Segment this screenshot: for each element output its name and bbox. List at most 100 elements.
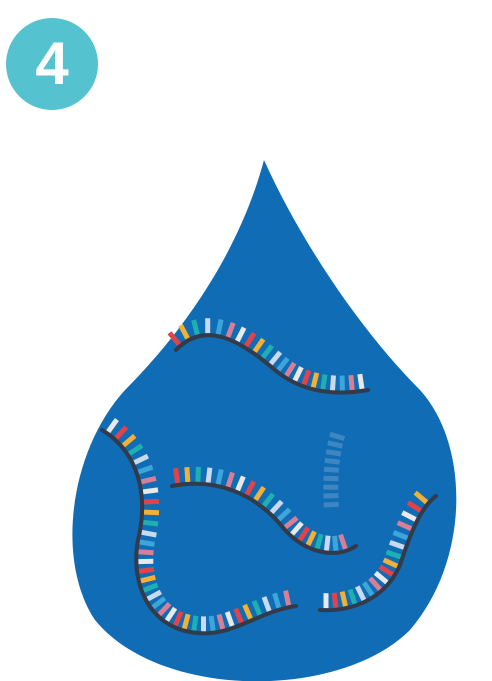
base-pair: [140, 475, 157, 485]
base-pair: [332, 535, 339, 552]
dna-strands: [100, 333, 438, 636]
base-pair: [392, 530, 409, 541]
base-pair: [215, 319, 224, 335]
base-pair: [284, 361, 297, 378]
base-pair: [215, 468, 224, 485]
base-pair: [329, 431, 346, 441]
base-pair: [320, 374, 328, 390]
base-pair: [164, 606, 178, 622]
base-pair: [143, 498, 160, 505]
base-pair: [373, 570, 389, 585]
base-pair: [205, 467, 213, 483]
base-pair: [138, 566, 155, 574]
base-pair: [224, 611, 235, 627]
base-pair: [235, 326, 247, 343]
base-pair: [251, 599, 263, 616]
base-pair: [172, 610, 184, 627]
base-pair: [323, 535, 331, 551]
dna-strand-left: [100, 428, 298, 636]
base-pair: [216, 613, 226, 630]
base-pair: [314, 533, 324, 550]
base-pair: [133, 453, 149, 465]
base-pair: [252, 337, 266, 353]
base-pair: [268, 350, 283, 366]
base-pair: [184, 466, 191, 483]
base-pair: [323, 466, 340, 473]
step-number-badge: 4: [6, 18, 98, 110]
base-pair: [272, 592, 282, 609]
base-pair: [128, 443, 144, 456]
base-pair: [138, 549, 154, 556]
step-number: 4: [35, 30, 69, 97]
base-pair: [347, 588, 358, 605]
base-pair: [173, 467, 181, 484]
base-pair: [142, 487, 159, 495]
base-pair: [253, 485, 266, 502]
base-pair: [151, 596, 167, 610]
base-pair: [146, 589, 163, 602]
base-pair: [137, 464, 154, 475]
base-pair: [276, 356, 290, 372]
base-pair: [157, 601, 172, 617]
base-pair: [195, 466, 201, 482]
base-pair: [305, 530, 317, 547]
base-pair: [339, 591, 348, 607]
base-pair: [368, 576, 382, 592]
base-pair: [324, 457, 340, 465]
base-pair: [141, 529, 157, 538]
base-pair: [142, 519, 159, 527]
base-pair: [235, 475, 246, 492]
base-pair: [301, 369, 312, 386]
base-pair: [225, 471, 235, 488]
base-pair: [331, 592, 339, 608]
base-pair: [406, 500, 422, 513]
base-pair: [385, 549, 402, 560]
base-pair: [269, 499, 284, 515]
water-drop-icon: [72, 160, 457, 681]
base-pair: [142, 582, 159, 593]
base-pair: [330, 375, 336, 391]
dna-base-pairs: [106, 318, 429, 632]
base-pair: [413, 490, 429, 505]
base-pair: [292, 366, 304, 382]
base-pair: [283, 515, 299, 530]
base-pair: [244, 331, 257, 348]
base-pair: [388, 539, 405, 550]
dna-strand-right: [318, 494, 438, 613]
base-pair: [297, 526, 311, 542]
base-pair: [167, 331, 182, 346]
base-pair: [327, 440, 343, 449]
base-pair: [323, 501, 339, 508]
base-pair: [382, 557, 399, 569]
base-pair: [143, 509, 160, 516]
base-pair: [121, 433, 137, 448]
base-pair: [338, 533, 348, 550]
base-pair: [355, 585, 367, 602]
base-pair: [361, 581, 375, 597]
base-pair: [191, 319, 200, 336]
base-pair: [277, 507, 292, 522]
base-pair: [233, 607, 244, 624]
base-pair: [191, 615, 199, 631]
dna-strand-top: [174, 333, 370, 395]
base-pair: [181, 613, 191, 630]
dna-strand-middle: [170, 481, 358, 555]
base-pair: [139, 539, 155, 547]
base-pair: [225, 322, 236, 338]
base-pair: [114, 425, 129, 440]
base-pair: [348, 374, 355, 391]
base-pair: [261, 492, 276, 508]
base-pair: [325, 449, 342, 457]
base-pair: [140, 574, 156, 584]
base-pair: [208, 615, 216, 632]
base-pair: [106, 418, 119, 434]
base-pair: [401, 510, 417, 522]
base-pair: [357, 373, 365, 390]
base-pair: [260, 344, 274, 360]
base-pair: [290, 521, 304, 536]
base-pair: [283, 590, 292, 606]
base-pair: [323, 475, 339, 482]
base-pair: [310, 372, 320, 388]
base-pair: [178, 324, 190, 340]
